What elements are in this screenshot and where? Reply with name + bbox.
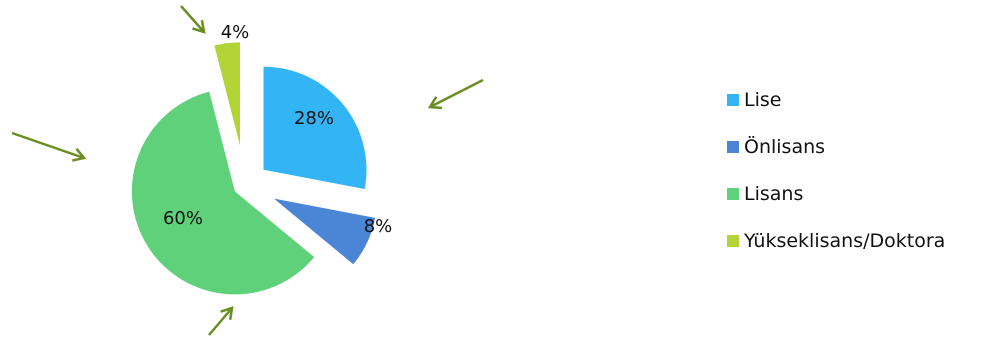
pie-label-yukseklisans: 4% (221, 22, 250, 43)
legend-item-lise: Lise (727, 88, 945, 112)
annotation-arrow-head (192, 19, 206, 34)
pie-label-lise: 28% (294, 108, 334, 129)
legend-label-lisans: Lisans (744, 183, 804, 205)
annotation-arrow-head (427, 96, 443, 110)
pie-label-onlisans: 8% (364, 216, 393, 237)
legend-item-onlisans: Önlisans (727, 135, 945, 159)
legend-label-yukseklisans: Yükseklisans/Doktora (744, 230, 946, 252)
legend: Lise Önlisans Lisans Yükseklisans/Doktor… (727, 88, 945, 276)
annotation-arrow-line (180, 5, 205, 33)
annotation-arrow-line (11, 131, 85, 160)
legend-item-lisans: Lisans (727, 182, 945, 206)
pie-slices (131, 42, 376, 295)
annotation-arrow-line (429, 78, 484, 109)
annotation-arrows (11, 5, 484, 336)
pie-slice-lisans (131, 91, 315, 295)
pie-slice-onlisans (273, 198, 376, 265)
pie-label-lisans: 60% (163, 208, 203, 229)
pie-slice-lise (263, 66, 367, 190)
annotation-arrow-head (220, 306, 234, 321)
legend-swatch-onlisans (727, 141, 739, 153)
legend-swatch-lise (727, 94, 739, 106)
legend-label-onlisans: Önlisans (744, 136, 826, 158)
legend-swatch-lisans (727, 188, 739, 200)
legend-swatch-yukseklisans (727, 235, 739, 247)
pie-slice-yukseklisans (214, 42, 240, 146)
annotation-arrow-head (72, 147, 87, 162)
legend-item-yukseklisans: Yükseklisans/Doktora (727, 229, 945, 253)
legend-label-lise: Lise (744, 89, 782, 111)
annotation-arrow-line (208, 307, 233, 336)
pie-labels: 28% 8% 60% 4% (163, 22, 392, 237)
